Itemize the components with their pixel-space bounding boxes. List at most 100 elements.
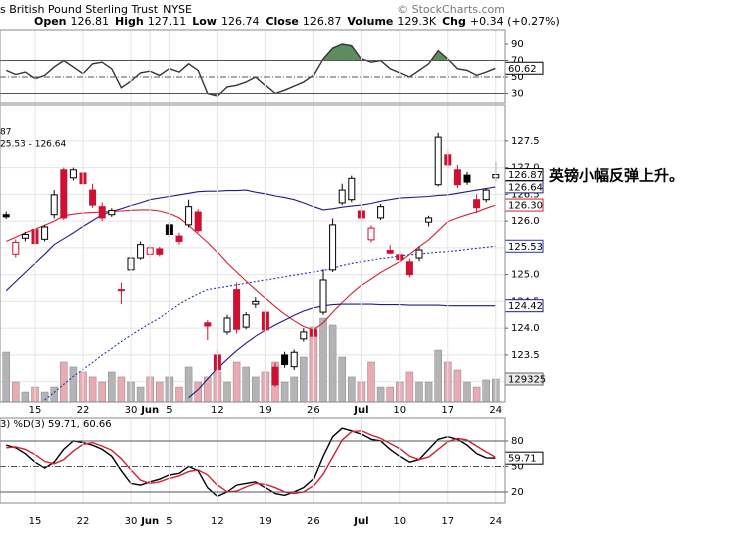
x-tick-label: 22 [77, 405, 90, 416]
volume-bar [300, 356, 308, 402]
candle-body [367, 227, 375, 241]
candle-body [50, 194, 58, 216]
x-tick-label: 26 [307, 516, 320, 527]
x-tick-label: 24 [489, 516, 502, 527]
volume-bar [2, 351, 10, 402]
candle-body [117, 289, 125, 292]
overlay-line [5, 186, 496, 292]
stat-value: +0.34 (+0.27%) [470, 15, 560, 28]
volume-bar [348, 376, 356, 402]
x-tick-label: 15 [29, 516, 42, 527]
candle-body [329, 224, 337, 271]
volume-bar [12, 381, 20, 402]
y-tick-label: 124.0 [511, 323, 540, 334]
annotation: 英镑小幅反弹上升。 [549, 167, 684, 185]
volume-bar [376, 386, 385, 402]
candle-body [405, 261, 413, 276]
indicator-end-label: 60.62 [508, 64, 537, 75]
candle-body [12, 242, 20, 255]
chart-header: s British Pound Sterling Trust NYSE [0, 3, 192, 16]
overlay-line [5, 204, 496, 331]
candle-body [21, 234, 29, 239]
y-tick-label: 126.5 [511, 189, 540, 200]
indicator-line [5, 43, 497, 97]
candle-body [98, 206, 106, 219]
chart-title: s British Pound Sterling Trust [0, 3, 159, 16]
volume-bar [184, 366, 193, 402]
volume-bar [204, 376, 212, 402]
close-end-label: 126.87 [508, 170, 543, 181]
candle-body [69, 169, 77, 179]
x-tick-label: 10 [393, 405, 406, 416]
candle-body [175, 235, 183, 242]
candle-body [377, 206, 385, 219]
candle-body [415, 249, 423, 259]
overlay-end-label: 125.53 [508, 242, 543, 253]
volume-bar [223, 381, 231, 402]
x-tick-label: 24 [489, 405, 502, 416]
rsi-panel-frame [0, 29, 506, 104]
price-panel-frame [0, 104, 506, 403]
candle-body [300, 331, 308, 340]
volume-bar [424, 381, 433, 402]
candle-body [482, 189, 490, 201]
plot-layer: 152230Jun5121926Jul101724127.5127.0126.5… [0, 30, 546, 527]
overlay-end-label: 124.42 [508, 301, 543, 312]
x-tick-label: 30 [125, 516, 138, 527]
volume-bar [328, 324, 337, 402]
volume-bar [175, 386, 183, 402]
y-tick-label: 50 [511, 72, 524, 83]
y-tick-label: 80 [511, 436, 524, 447]
legend-text: 25.53 - 126.64 [0, 140, 66, 150]
legend-text: 87 [0, 128, 11, 138]
stat-label: Close [265, 15, 298, 28]
candle-body [463, 174, 471, 183]
x-tick-label: 19 [259, 516, 272, 527]
indicator-plot [6, 427, 497, 498]
volume-bar [472, 386, 481, 402]
exchange: NYSE [163, 3, 192, 16]
x-tick-label: 12 [211, 516, 224, 527]
stat-label: Low [192, 15, 217, 28]
volume-bar [136, 386, 145, 402]
x-tick-label: 12 [211, 405, 224, 416]
volume-bar [415, 381, 423, 402]
volume-bar [319, 317, 327, 402]
x-tick-label: 26 [307, 405, 320, 416]
stat-value: 127.11 [148, 15, 187, 28]
volume-end-label: 129325 [508, 375, 546, 386]
candle-body [319, 279, 327, 313]
candle-body [252, 300, 260, 305]
x-tick-label: 19 [259, 405, 272, 416]
candle-body [108, 209, 116, 216]
candle-body [204, 322, 212, 327]
volume-bar [232, 361, 241, 402]
volume-bar [156, 381, 164, 402]
stat-value: 129.3K [397, 15, 436, 28]
volume-bar [367, 361, 375, 402]
candle-body [425, 217, 433, 223]
volume-bar [242, 366, 250, 402]
volume-bar [98, 381, 106, 402]
candle-body [137, 244, 145, 259]
y-tick-label: 123.5 [511, 350, 540, 361]
candle-body [89, 189, 97, 206]
volume-bar [482, 379, 490, 402]
y-tick-label: 126.0 [511, 216, 540, 227]
indicator-end-label: 59.71 [508, 454, 537, 465]
x-tick-label: Jun [140, 516, 159, 527]
x-tick-label: Jul [353, 516, 368, 527]
candle-body [473, 199, 481, 209]
x-tick-label: 17 [441, 405, 454, 416]
candle-body [185, 206, 193, 226]
y-tick-label: 125.0 [511, 270, 540, 281]
volume-bar [117, 376, 126, 402]
stat-value: 126.87 [303, 15, 342, 28]
x-tick-label: 15 [29, 405, 42, 416]
volume-bar [280, 381, 289, 402]
volume-bar [405, 371, 414, 402]
x-tick-label: 17 [441, 516, 454, 527]
volume-bar [453, 369, 462, 402]
candle-body [41, 226, 49, 240]
